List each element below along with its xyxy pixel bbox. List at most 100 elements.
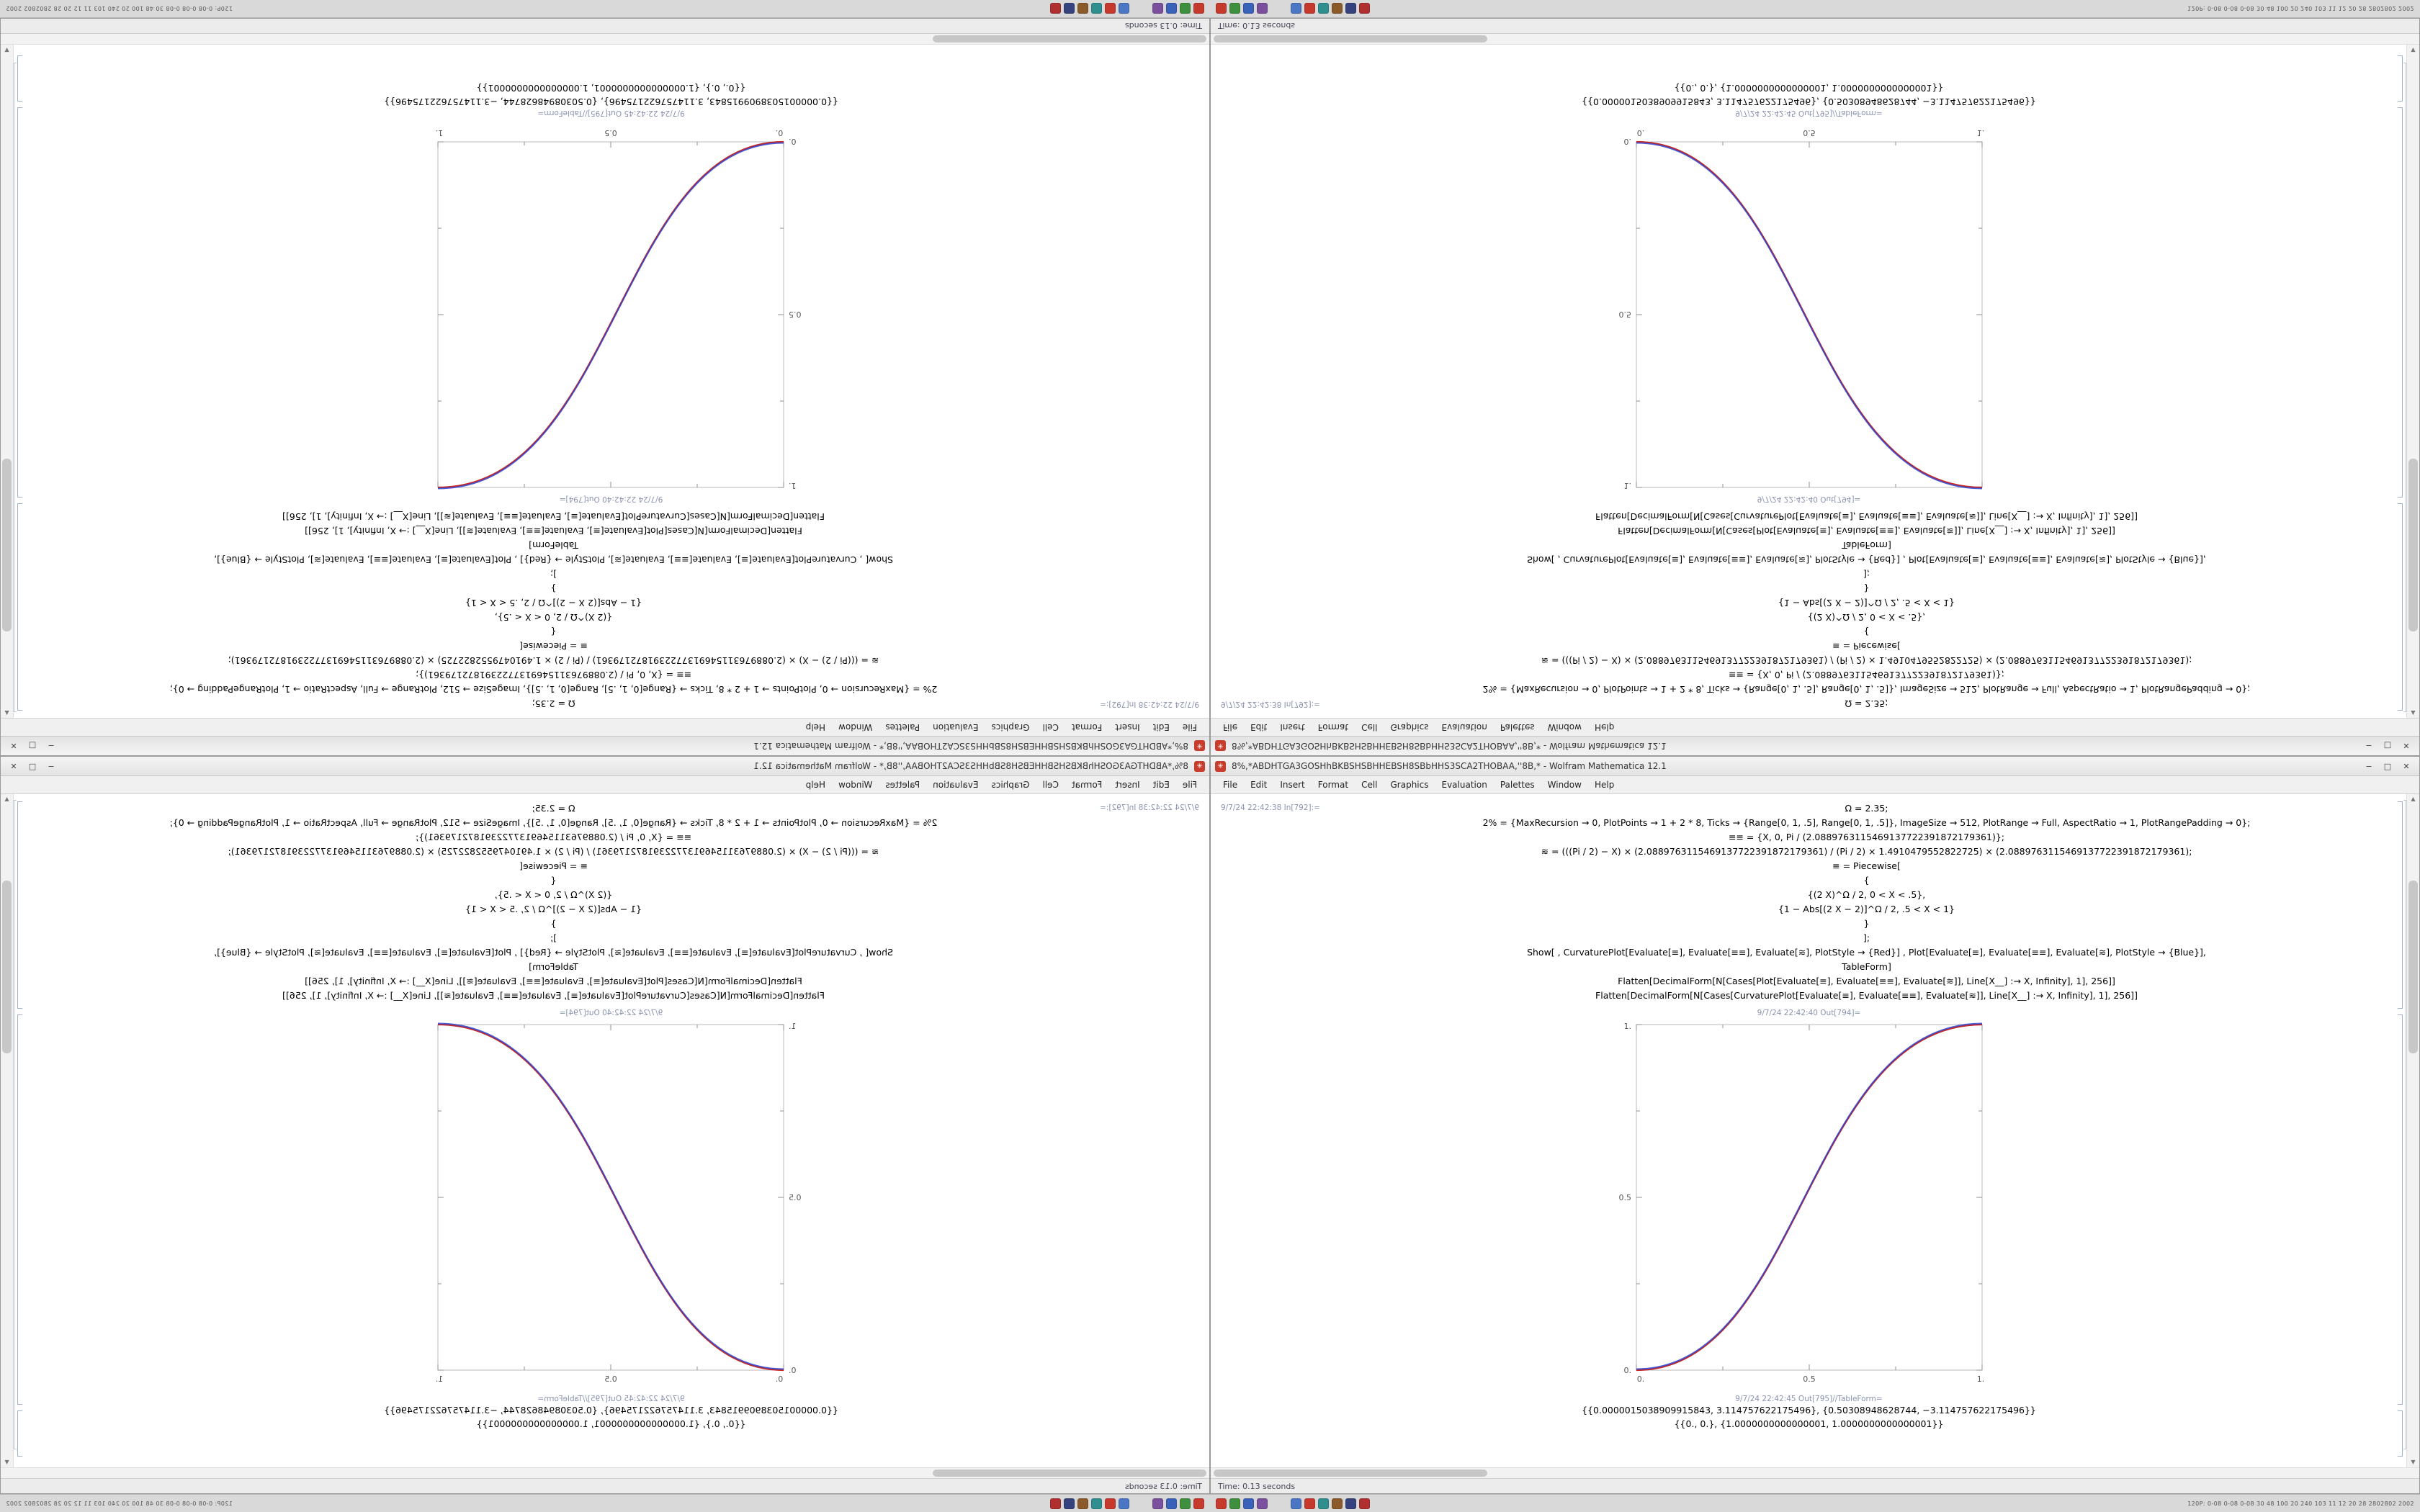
menu-item-cell[interactable]: Cell (1361, 780, 1378, 790)
menu-item-window[interactable]: Window (1547, 722, 1582, 732)
menu-item-window[interactable]: Window (838, 780, 873, 790)
scroll-down-icon[interactable]: ▼ (4, 47, 9, 53)
output-plot-cell[interactable]: 0. 0.5 1. 0. 0.5 1. (1211, 1019, 2407, 1387)
menu-item-insert[interactable]: Insert (1115, 780, 1140, 790)
input-cell-bracket[interactable] (2398, 503, 2403, 711)
menu-item-edit[interactable]: Edit (1250, 780, 1268, 790)
taskbar-app-icon[interactable] (1318, 1498, 1329, 1509)
taskbar-app-icon[interactable] (1345, 1498, 1356, 1509)
maximize-button[interactable]: □ (28, 761, 37, 771)
input-cell-bracket[interactable] (17, 503, 22, 711)
output-plot-cell[interactable]: 0. 0.5 1. 0. 0.5 1. (1211, 125, 2407, 493)
menu-item-cell[interactable]: Cell (1042, 722, 1059, 732)
horizontal-scrollbar-thumb[interactable] (1214, 35, 1487, 42)
minimize-button[interactable]: − (2365, 761, 2372, 771)
horizontal-scrollbar[interactable] (1, 1467, 1209, 1478)
vertical-scrollbar-thumb[interactable] (2, 459, 12, 631)
scroll-up-icon[interactable]: ▲ (2411, 796, 2416, 802)
taskbar-app-icon[interactable] (1105, 1498, 1116, 1509)
taskbar-app-icon[interactable] (1359, 3, 1370, 14)
taskbar-app-icon[interactable] (1064, 1498, 1075, 1509)
window-titlebar[interactable]: ✳ 8%,*ABDHTGA3GOSHhBKBSHSBHHEBSH8SBbHHS3… (1211, 736, 2419, 755)
menu-item-cell[interactable]: Cell (1042, 780, 1059, 790)
cell-group-bracket[interactable] (14, 800, 17, 1449)
taskbar-app-icon[interactable] (1166, 1498, 1177, 1509)
taskbar-app-icon[interactable] (1359, 1498, 1370, 1509)
output-plot-cell[interactable]: 0. 0.5 1. 0. 0.5 1. (13, 1019, 1209, 1387)
menu-item-palettes[interactable]: Palettes (885, 722, 920, 732)
menu-item-palettes[interactable]: Palettes (1500, 780, 1535, 790)
output-plot-cell[interactable]: 0. 0.5 1. 0. 0.5 1. (13, 125, 1209, 493)
menu-item-cell[interactable]: Cell (1361, 722, 1378, 732)
menu-item-palettes[interactable]: Palettes (1500, 722, 1535, 732)
scroll-down-icon[interactable]: ▼ (2411, 47, 2416, 53)
taskbar-app-icon[interactable] (1304, 1498, 1315, 1509)
taskbar-app-icon[interactable] (1229, 1498, 1240, 1509)
menu-item-graphics[interactable]: Graphics (991, 722, 1030, 732)
input-cell[interactable]: Ω = 2.35; 2% = {MaxRecursion → 0, PlotPo… (1348, 509, 2385, 711)
taskbar-app-icon[interactable] (1243, 3, 1254, 14)
menu-item-format[interactable]: Format (1317, 780, 1349, 790)
maximize-button[interactable]: □ (28, 741, 37, 751)
close-button[interactable]: ✕ (10, 741, 17, 751)
menu-item-palettes[interactable]: Palettes (885, 780, 920, 790)
menu-item-edit[interactable]: Edit (1152, 780, 1170, 790)
table-cell-bracket[interactable] (17, 55, 22, 102)
horizontal-scrollbar-thumb[interactable] (933, 1470, 1206, 1477)
taskbar-app-icon[interactable] (1091, 1498, 1102, 1509)
horizontal-scrollbar[interactable] (1211, 34, 2419, 45)
menu-item-help[interactable]: Help (805, 780, 826, 790)
taskbar-app-icon[interactable] (1050, 1498, 1061, 1509)
taskbar-app-icon[interactable] (1332, 3, 1343, 14)
taskbar-app-icon[interactable] (1291, 3, 1301, 14)
menu-item-evaluation[interactable]: Evaluation (1441, 722, 1487, 732)
window-titlebar[interactable]: ✳ 8%,*ABDHTGA3GOSHhBKBSHSBHHEBSH8SBbHHS3… (1211, 757, 2419, 776)
taskbar-app-icon[interactable] (1064, 3, 1075, 14)
taskbar-app-icon[interactable] (1257, 1498, 1268, 1509)
horizontal-scrollbar-thumb[interactable] (933, 35, 1206, 42)
close-button[interactable]: ✕ (2403, 761, 2410, 771)
taskbar-app-icon[interactable] (1243, 1498, 1254, 1509)
taskbar-app-icon[interactable] (1105, 3, 1116, 14)
taskbar-app-icon[interactable] (1077, 3, 1088, 14)
menu-item-evaluation[interactable]: Evaluation (933, 722, 979, 732)
menu-item-evaluation[interactable]: Evaluation (933, 780, 979, 790)
taskbar-app-icon[interactable] (1291, 1498, 1301, 1509)
taskbar-app-icon[interactable] (1216, 3, 1227, 14)
taskbar-app-icon[interactable] (1077, 1498, 1088, 1509)
menu-item-graphics[interactable]: Graphics (1390, 722, 1429, 732)
horizontal-scrollbar[interactable] (1, 34, 1209, 45)
notebook-area[interactable]: 9/7/24 22:42:38 In[792]:= Ω = 2.35; 2% =… (1, 794, 1209, 1467)
notebook-area[interactable]: 9/7/24 22:42:38 In[792]:= Ω = 2.35; 2% =… (1211, 45, 2419, 718)
menu-item-edit[interactable]: Edit (1152, 722, 1170, 732)
taskbar-app-icon[interactable] (1180, 3, 1191, 14)
taskbar-app-icon[interactable] (1152, 1498, 1163, 1509)
taskbar-app-icon[interactable] (1119, 3, 1129, 14)
taskbar-app-icon[interactable] (1304, 3, 1315, 14)
close-button[interactable]: ✕ (10, 761, 17, 771)
menu-item-help[interactable]: Help (1594, 780, 1615, 790)
table-cell-bracket[interactable] (2398, 1410, 2403, 1457)
menu-item-format[interactable]: Format (1071, 722, 1103, 732)
menu-item-file[interactable]: File (1223, 722, 1238, 732)
menu-item-insert[interactable]: Insert (1280, 780, 1305, 790)
scroll-down-icon[interactable]: ▼ (4, 1459, 9, 1465)
menu-item-format[interactable]: Format (1317, 722, 1349, 732)
taskbar-app-icon[interactable] (1318, 3, 1329, 14)
taskbar-app-icon[interactable] (1193, 3, 1204, 14)
plot-cell-bracket[interactable] (2398, 107, 2403, 498)
scroll-up-icon[interactable]: ▲ (4, 796, 9, 802)
menu-item-graphics[interactable]: Graphics (1390, 780, 1429, 790)
taskbar-app-icon[interactable] (1216, 1498, 1227, 1509)
input-cell[interactable]: Ω = 2.35; 2% = {MaxRecursion → 0, PlotPo… (35, 801, 1072, 1003)
minimize-button[interactable]: − (48, 741, 55, 751)
vertical-scrollbar-thumb[interactable] (2408, 881, 2418, 1053)
minimize-button[interactable]: − (48, 761, 55, 771)
menu-item-insert[interactable]: Insert (1115, 722, 1140, 732)
plot-cell-bracket[interactable] (17, 1014, 22, 1405)
minimize-button[interactable]: − (2365, 741, 2372, 751)
taskbar-app-icon[interactable] (1345, 3, 1356, 14)
input-cell-bracket[interactable] (17, 801, 22, 1009)
notebook-area[interactable]: 9/7/24 22:42:38 In[792]:= Ω = 2.35; 2% =… (1, 45, 1209, 718)
taskbar-app-icon[interactable] (1257, 3, 1268, 14)
